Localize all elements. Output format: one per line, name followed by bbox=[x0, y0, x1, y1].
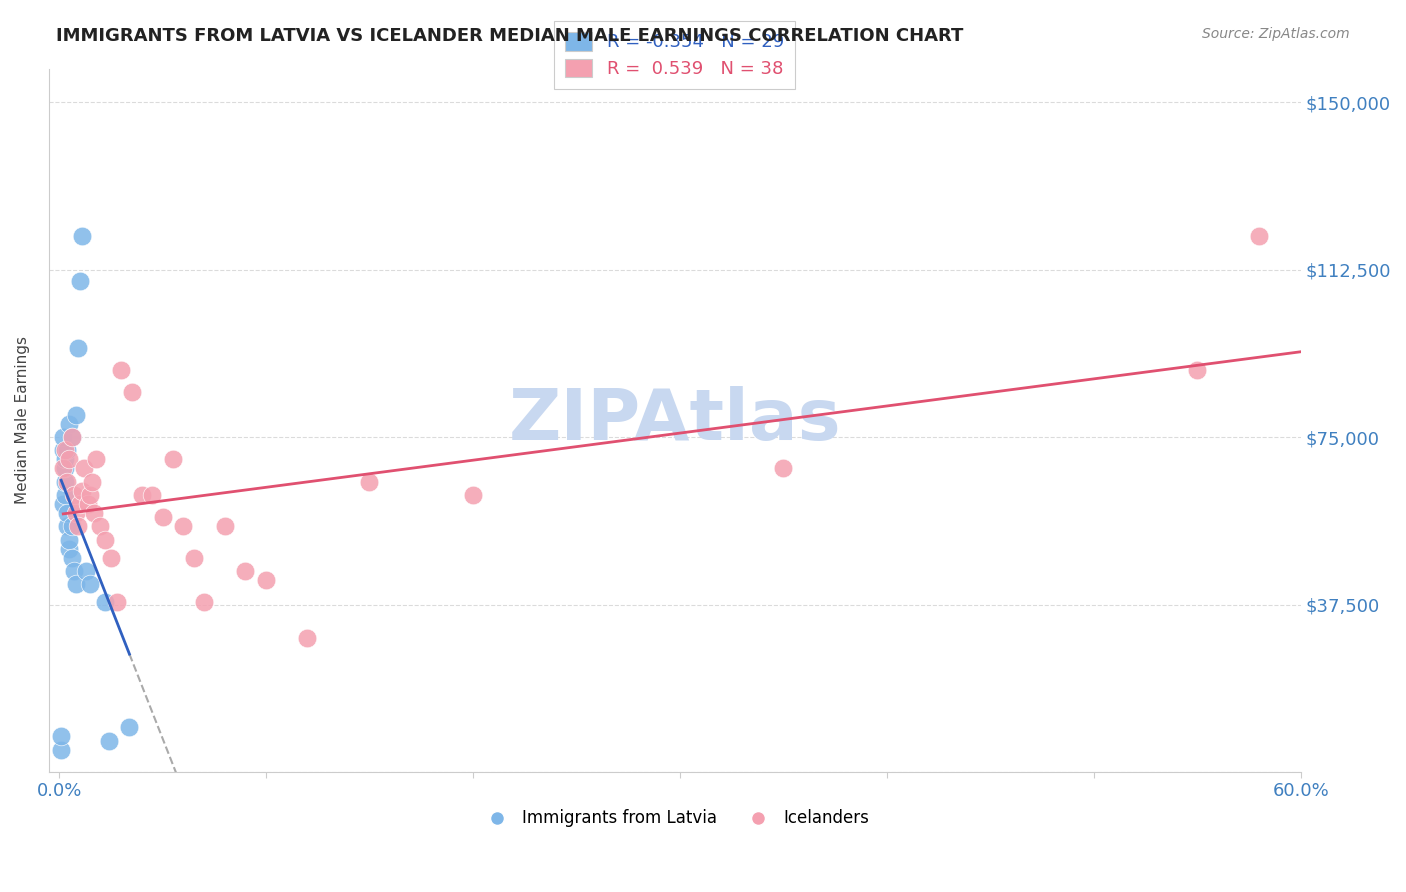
Point bbox=[52, 461, 75, 475]
Point bbox=[65, 577, 87, 591]
Point bbox=[110, 363, 132, 377]
Point bbox=[93, 533, 115, 547]
Point bbox=[1185, 363, 1208, 377]
Y-axis label: Median Male Earnings: Median Male Earnings bbox=[15, 336, 30, 504]
Point bbox=[60, 550, 83, 565]
Point bbox=[53, 443, 76, 458]
Point bbox=[79, 488, 101, 502]
Point bbox=[141, 488, 163, 502]
Point bbox=[56, 443, 79, 458]
Point bbox=[83, 506, 105, 520]
Point bbox=[51, 742, 73, 756]
Point bbox=[214, 519, 236, 533]
Point bbox=[1249, 229, 1271, 244]
Point bbox=[772, 461, 794, 475]
Point bbox=[58, 452, 80, 467]
Point bbox=[359, 475, 381, 489]
Point bbox=[53, 452, 76, 467]
Point bbox=[86, 452, 108, 467]
Point bbox=[70, 229, 93, 244]
Point bbox=[121, 385, 143, 400]
Point bbox=[97, 733, 120, 747]
Point bbox=[53, 461, 76, 475]
Point bbox=[53, 475, 76, 489]
Point bbox=[58, 417, 80, 431]
Point bbox=[65, 408, 87, 422]
Point bbox=[58, 533, 80, 547]
Point bbox=[66, 519, 89, 533]
Point bbox=[461, 488, 484, 502]
Point bbox=[60, 519, 83, 533]
Point bbox=[56, 519, 79, 533]
Text: ZIPAtlas: ZIPAtlas bbox=[509, 385, 841, 455]
Point bbox=[69, 274, 91, 288]
Point bbox=[297, 631, 319, 645]
Legend: Immigrants from Latvia, Icelanders: Immigrants from Latvia, Icelanders bbox=[474, 803, 876, 834]
Point bbox=[77, 497, 100, 511]
Point bbox=[60, 430, 83, 444]
Point bbox=[254, 573, 277, 587]
Point bbox=[51, 729, 73, 743]
Point bbox=[89, 519, 111, 533]
Point bbox=[118, 720, 141, 734]
Point bbox=[105, 595, 128, 609]
Point bbox=[233, 564, 256, 578]
Point bbox=[73, 461, 96, 475]
Point bbox=[172, 519, 194, 533]
Point bbox=[66, 341, 89, 355]
Point bbox=[56, 475, 79, 489]
Point bbox=[162, 452, 184, 467]
Point bbox=[62, 564, 84, 578]
Point bbox=[58, 541, 80, 556]
Point bbox=[65, 506, 87, 520]
Point bbox=[60, 430, 83, 444]
Text: Source: ZipAtlas.com: Source: ZipAtlas.com bbox=[1202, 27, 1350, 41]
Point bbox=[82, 475, 104, 489]
Point bbox=[75, 564, 97, 578]
Point bbox=[62, 488, 84, 502]
Point bbox=[152, 510, 174, 524]
Point bbox=[193, 595, 215, 609]
Point bbox=[56, 506, 79, 520]
Point bbox=[131, 488, 153, 502]
Point bbox=[52, 430, 75, 444]
Point bbox=[70, 483, 93, 498]
Point bbox=[53, 488, 76, 502]
Point bbox=[79, 577, 101, 591]
Text: IMMIGRANTS FROM LATVIA VS ICELANDER MEDIAN MALE EARNINGS CORRELATION CHART: IMMIGRANTS FROM LATVIA VS ICELANDER MEDI… bbox=[56, 27, 963, 45]
Point bbox=[93, 595, 115, 609]
Point bbox=[100, 550, 122, 565]
Point bbox=[52, 443, 75, 458]
Point bbox=[183, 550, 205, 565]
Point bbox=[69, 497, 91, 511]
Point bbox=[52, 497, 75, 511]
